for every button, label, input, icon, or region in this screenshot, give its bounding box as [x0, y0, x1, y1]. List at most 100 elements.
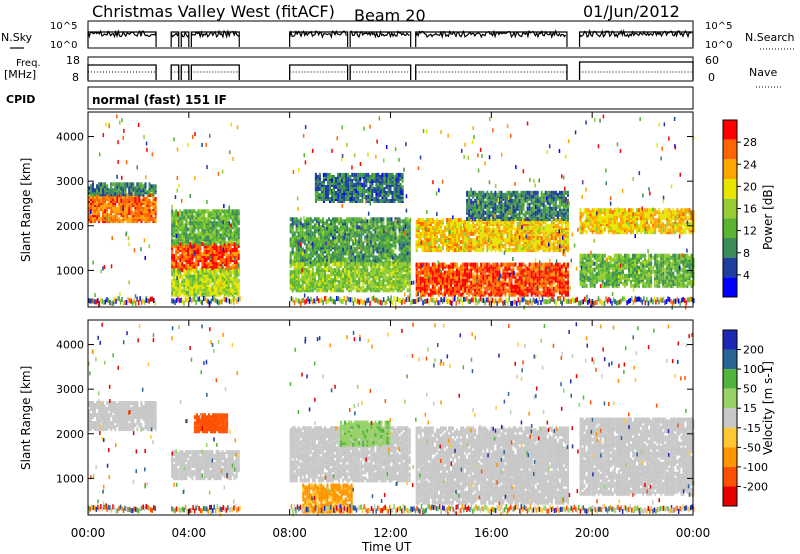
heatmap-cell [88, 186, 90, 191]
heatmap-cell [195, 233, 198, 238]
heatmap-cell [417, 262, 420, 267]
heatmap-cell [502, 238, 505, 243]
heatmap-cell [293, 251, 296, 256]
heatmap-cell [435, 288, 438, 293]
heatmap-cell [193, 239, 196, 244]
heatmap-cell [429, 226, 432, 230]
heatmap-cell [177, 276, 180, 281]
heatmap-cell [421, 286, 424, 291]
heatmap-cell [385, 191, 388, 195]
heatmap-cell [402, 253, 405, 258]
heatmap-cell [406, 217, 409, 222]
heatmap-cell [322, 187, 325, 191]
heatmap-cell [219, 262, 222, 267]
heatmap-cell [138, 182, 141, 187]
heatmap-cell [138, 199, 141, 203]
heatmap-cell [199, 252, 202, 257]
heatmap-cell [114, 186, 117, 191]
heatmap-cell [490, 218, 493, 222]
heatmap-cell [429, 234, 432, 238]
heatmap-cell [390, 272, 393, 277]
heatmap-cell [417, 270, 420, 275]
heatmap-cell [209, 229, 212, 234]
heatmap-cell [201, 288, 204, 293]
heatmap-cell [179, 262, 182, 267]
heatmap-cell [309, 253, 312, 258]
heatmap-cell [366, 253, 369, 258]
heatmap-cell [381, 172, 384, 177]
heatmap-cell [388, 270, 391, 275]
heatmap-cell [193, 209, 196, 214]
heatmap-cell [335, 191, 337, 195]
heatmap-cell [446, 264, 448, 269]
heatmap-cell [203, 209, 206, 214]
heatmap-cell [383, 187, 386, 191]
heatmap-cell [419, 268, 422, 273]
heatmap-cell [291, 270, 294, 275]
heatmap-cell [326, 266, 328, 271]
heatmap-cell [355, 172, 358, 177]
heatmap-cell [205, 264, 208, 269]
heatmap-cell [380, 280, 383, 285]
heatmap-cell [538, 240, 541, 245]
heatmap-cell [289, 223, 292, 228]
heatmap-cell [299, 257, 302, 262]
heatmap-cell [317, 278, 320, 283]
heatmap-cell [338, 253, 341, 258]
heatmap-cell [148, 205, 151, 209]
freq-label-line2: [MHz] [4, 68, 36, 81]
heatmap-cell [346, 262, 349, 267]
heatmap-cell [338, 262, 341, 267]
heatmap-cell [195, 278, 198, 283]
heatmap-cell [148, 199, 151, 203]
heatmap-cell [390, 221, 393, 226]
heatmap-cell [293, 255, 296, 260]
heatmap-cell [231, 239, 234, 244]
heatmap-cell [383, 197, 386, 201]
heatmap-cell [359, 172, 362, 177]
heatmap-cell [490, 232, 493, 236]
heatmap-cell [179, 268, 182, 273]
heatmap-cell [329, 172, 331, 177]
heatmap-cell [193, 274, 196, 279]
heatmap-cell [390, 268, 393, 273]
heatmap-cell [334, 274, 336, 279]
heatmap-cell [173, 268, 176, 273]
heatmap-cell [122, 195, 125, 199]
heatmap-cell [301, 286, 304, 291]
heatmap-cell [344, 219, 347, 224]
heatmap-cell [361, 172, 364, 177]
heatmap-cell [120, 219, 123, 224]
heatmap-cell [456, 276, 458, 281]
heatmap-cell [293, 286, 296, 291]
heatmap-cell [317, 239, 320, 244]
nsky-panel: N.Sky 10^5 10^0 10^5 10^0 N.Search [1, 20, 795, 51]
heatmap-cell [502, 232, 505, 236]
heatmap-cell [435, 276, 438, 281]
heatmap-cell [215, 244, 218, 249]
heatmap-cell [223, 229, 226, 234]
heatmap-cell [199, 246, 202, 251]
heatmap-cell [342, 235, 345, 240]
heatmap-cell [372, 233, 375, 238]
heatmap-cell [402, 243, 405, 248]
heatmap-cell [96, 209, 99, 214]
heatmap-cell [191, 229, 194, 234]
heatmap-cell [385, 178, 388, 183]
heatmap-cell [429, 280, 432, 285]
heatmap-cell [299, 233, 302, 238]
heatmap-cell [311, 272, 314, 277]
heatmap-cell [328, 217, 330, 222]
heatmap-cell [441, 246, 444, 251]
heatmap-cell [118, 209, 121, 214]
heatmap-cell [474, 246, 477, 251]
heatmap-cell [350, 262, 353, 267]
heatmap-cell [315, 243, 318, 248]
heatmap-cell [392, 243, 395, 248]
heatmap-cell [516, 240, 519, 245]
heatmap-cell [98, 192, 101, 197]
heatmap-cell [374, 233, 377, 238]
heatmap-cell [175, 256, 178, 261]
heatmap-cell [396, 262, 399, 267]
heatmap-cell [175, 264, 178, 269]
